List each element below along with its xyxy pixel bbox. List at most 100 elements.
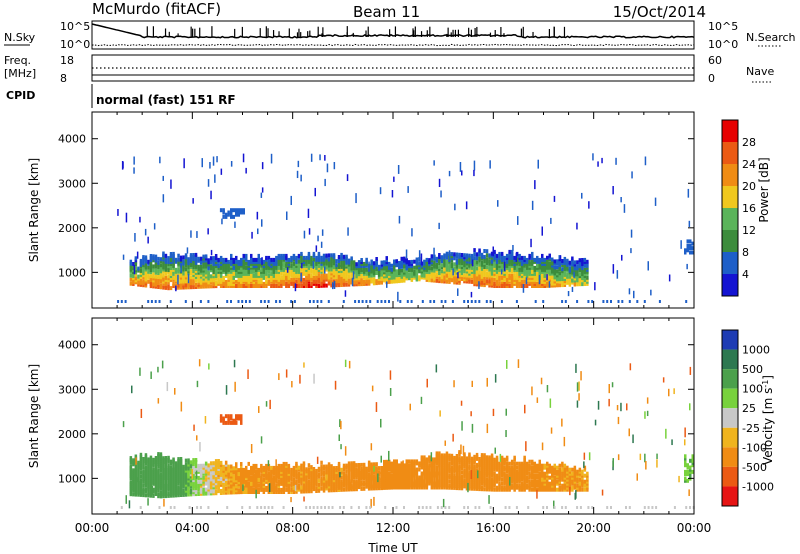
velocity-cell [478,457,481,461]
power-scatter [411,228,413,237]
power-cell [209,274,213,279]
power-cell [287,257,291,262]
power-scatter [144,228,147,236]
power-cell [568,260,572,265]
velocity-cell [357,469,361,473]
velocity-cell [262,490,266,494]
velocity-cell [184,462,188,467]
power-cell [450,262,454,267]
power-cell [340,252,343,257]
velocity-cell [503,465,506,470]
power-cell [528,253,531,258]
power-scatter [541,226,543,236]
power-scatter [594,282,596,291]
velocity-cell [167,455,170,460]
velocity-cell [217,471,220,475]
velocity-cell [503,457,506,462]
power-cell [445,251,449,256]
velocity-cell [367,460,371,465]
power-cell [157,267,160,271]
power-cell [285,284,288,288]
power-cell [413,265,416,270]
velocity-cell [137,460,140,465]
power-cell [149,254,153,258]
power-scatter [257,228,259,235]
power-scatter [473,160,476,171]
velocity-cell [498,481,501,486]
velocity-cell [465,464,469,469]
power-cell [428,274,431,279]
power-floor-cell [542,300,545,303]
velocity-cell [393,479,396,484]
power-scatter [315,245,318,252]
power-cell [245,261,248,266]
power-cell [470,253,474,258]
power-floor-cell [587,300,590,303]
power-cell [209,268,213,273]
velocity-cell [395,465,398,470]
velocity-cell [290,467,293,472]
velocity-cell [300,463,303,468]
power-patch-cell [684,250,687,255]
velocity-cell [490,459,494,464]
power-cell [305,255,308,260]
power-cell [490,251,494,256]
velocity-cell [197,463,200,468]
power-scatter [538,275,541,285]
velocity-cell [470,456,474,461]
velocity-cell [448,453,451,458]
power-cell [523,284,526,288]
power-scatter [321,229,324,236]
power-cell [383,262,386,267]
power-colorbar-tick: 8 [742,246,749,259]
velocity-cell [139,474,143,479]
power-cell [142,257,145,262]
velocity-cell [485,477,489,482]
power-scatter [192,198,194,204]
power-cell [159,267,163,272]
velocity-cell [520,461,524,466]
velocity-cell [242,490,245,494]
velocity-cell [287,490,291,494]
power-scatter [620,197,622,203]
velocity-cell [332,478,336,483]
power-scatter [294,283,297,292]
power-cell [189,275,193,280]
power-floor-cell [643,300,646,303]
power-cell [531,284,534,288]
velocity-cell [345,469,348,474]
power-floor-cell [365,300,368,303]
power-cell [270,284,273,288]
power-scatter [405,249,408,259]
velocity-cell [438,451,441,456]
power-cell [345,282,348,287]
nave-tick-top: 60 [708,54,722,67]
power-cell [250,253,253,258]
velocity-cell [227,464,230,469]
power-scatter [592,153,594,161]
power-cell [473,248,476,253]
power-floor-cell [406,300,409,303]
power-floor-cell [361,300,364,303]
velocity-cell [224,486,228,491]
power-scatter [546,274,548,281]
velocity-cell [302,473,306,478]
power-cell [149,262,153,267]
power-cell [365,267,368,272]
velocity-cell [430,485,434,490]
power-scatter [686,263,688,270]
power-cell [485,279,489,284]
power-cell [551,257,554,262]
velocity-cell [398,477,401,482]
power-cell [217,273,220,278]
power-cell [310,255,313,260]
power-cell [362,261,366,266]
velocity-cell [468,470,471,475]
power-floor-cell [309,300,311,303]
power-scatter [216,156,218,163]
velocity-cell [204,477,208,482]
velocity-cell [255,463,258,468]
power-scatter [209,162,211,169]
velocity-cell [235,462,238,467]
power-cell [227,284,230,288]
